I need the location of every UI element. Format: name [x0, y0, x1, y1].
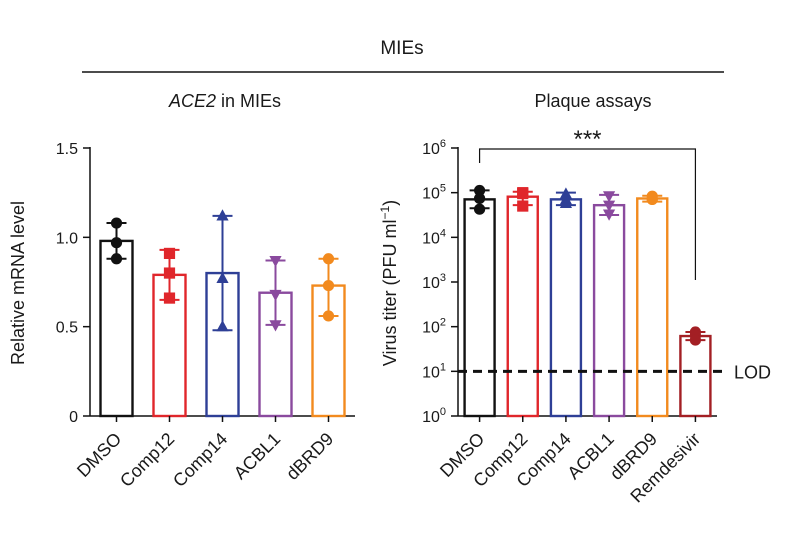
plaque-y-tick-label: 103 [422, 272, 446, 292]
mrna-y-tick-label: 0.5 [56, 320, 78, 337]
mrna-point-ACBL1 [269, 255, 282, 268]
mrna-panel: ACE2 in MIEs Relative mRNA level 0 0.5 1.0… [8, 91, 355, 491]
plaque-point-Comp12 [517, 200, 529, 212]
plaque-point-dBRD9 [646, 193, 658, 205]
plaque-point-ACBL1 [602, 200, 616, 212]
plaque-panel-title: Plaque assays [534, 91, 651, 111]
mrna-point-Comp12 [163, 292, 176, 304]
mrna-x-tick-label-Comp12: Comp12 [116, 429, 178, 491]
mrna-y-tick-label: 1.5 [56, 141, 78, 158]
mrna-point-dBRD9 [322, 253, 335, 265]
plaque-plot-area: 100101102103104105106DMSOComp12Comp14ACB… [422, 126, 771, 506]
plaque-point-DMSO [473, 184, 486, 197]
plaque-point-Remdesivir [689, 334, 702, 346]
plaque-x-tick-label-ACBL1: ACBL1 [563, 429, 617, 483]
plaque-bar-dBRD9 [636, 197, 669, 418]
plaque-point-Comp12 [517, 187, 529, 200]
mrna-point-ACBL1 [269, 320, 282, 332]
plaque-y-tick-label: 102 [422, 317, 446, 337]
mrna-point-Comp12 [163, 247, 176, 260]
mrna-point-Comp14 [216, 271, 229, 284]
mrna-y-axis-label: Relative mRNA level [8, 201, 28, 365]
mrna-point-Comp14 [216, 320, 229, 332]
significance-label: *** [573, 126, 601, 153]
plaque-bar-ACBL1 [592, 203, 626, 418]
plaque-y-tick-label: 105 [422, 183, 446, 203]
plaque-point-Comp14 [559, 187, 573, 199]
plaque-bar-DMSO [463, 198, 496, 418]
mrna-point-DMSO [110, 237, 123, 249]
plaque-panel: Plaque assays Virus titer (PFU ml−1) 100… [378, 91, 771, 506]
mrna-point-Comp14 [216, 209, 229, 221]
mrna-point-DMSO [110, 253, 123, 265]
significance-bracket [478, 148, 697, 281]
plaque-point-DMSO [473, 192, 486, 205]
plaque-point-ACBL1 [602, 209, 616, 221]
mrna-x-tick-label-dBRD9: dBRD9 [282, 429, 337, 484]
mrna-x-tick-label-DMSO: DMSO [73, 429, 125, 481]
plaque-point-DMSO [473, 203, 486, 215]
mrna-bar-DMSO [99, 239, 134, 418]
mrna-x-tick-label-ACBL1: ACBL1 [230, 429, 284, 483]
plaque-y-tick-label: 101 [422, 361, 446, 381]
mrna-point-dBRD9 [322, 310, 335, 322]
plaque-point-ACBL1 [602, 191, 616, 203]
plaque-bar-Remdesivir [679, 334, 712, 418]
plaque-y-tick-label: 106 [422, 138, 446, 158]
mrna-point-dBRD9 [322, 279, 335, 292]
figure-title: MIEs [380, 38, 423, 59]
mrna-point-Comp12 [163, 267, 176, 279]
plaque-bar-Comp12 [506, 195, 539, 418]
mrna-point-DMSO [110, 217, 123, 229]
plaque-y-axis-label: Virus titer (PFU ml−1) [378, 200, 400, 366]
plaque-bar-Comp14 [549, 198, 583, 418]
mrna-panel-title: ACE2 in MIEs [168, 91, 281, 111]
plaque-y-tick-label: 104 [422, 227, 446, 247]
mrna-x-tick-label-Comp14: Comp14 [169, 429, 231, 491]
mrna-point-ACBL1 [269, 289, 282, 302]
lod-label: LOD [734, 362, 771, 382]
mrna-y-tick-label: 0 [69, 409, 78, 426]
plaque-point-Comp14 [559, 196, 573, 208]
plaque-y-tick-label: 100 [422, 406, 446, 426]
mrna-y-tick-label: 1.0 [56, 230, 78, 247]
